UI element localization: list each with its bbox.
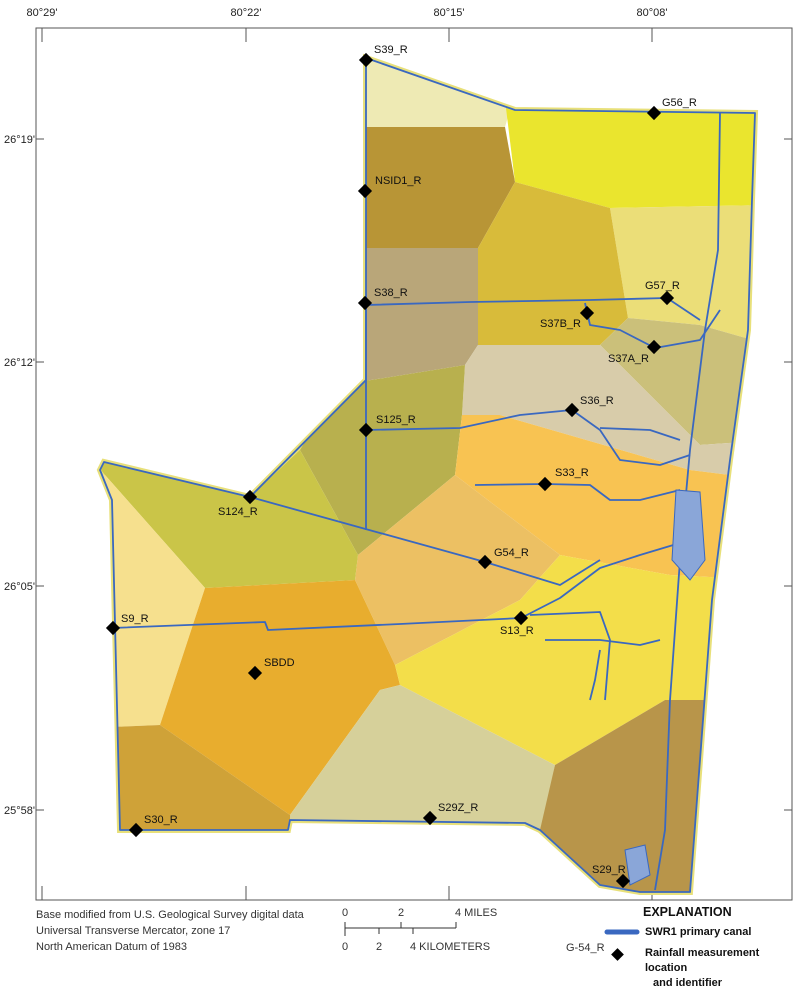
station-s125[interactable]: S125_R (358, 414, 416, 438)
station-s37b[interactable]: S37B_R (540, 305, 595, 330)
region-nsid1 (340, 127, 515, 248)
legend-station-label: Rainfall measurement location and identi… (645, 946, 798, 991)
region-g57 (610, 205, 755, 345)
station-nsid1[interactable]: NSID1_R (357, 175, 422, 199)
region-s29z (288, 685, 555, 840)
station-label: S39_R (374, 44, 408, 56)
explanation-title: EXPLANATION (643, 905, 732, 919)
station-label: S9_R (121, 613, 149, 625)
legend-canal-label: SWR1 primary canal (645, 926, 752, 938)
region-s37a (600, 318, 755, 445)
region-s37b (478, 182, 628, 345)
region-s124 (100, 450, 358, 588)
station-s9[interactable]: S9_R (105, 613, 149, 636)
region-s38 (340, 248, 478, 385)
map-frame (35, 27, 793, 901)
station-label: S33_R (555, 467, 589, 479)
station-label: S29Z_R (438, 802, 478, 814)
scale-miles-0: 0 (342, 907, 348, 919)
station-s39[interactable]: S39_R (358, 44, 408, 68)
credit-line: Universal Transverse Mercator, zone 17 (36, 925, 231, 937)
canal-s125-s36 (365, 409, 691, 466)
legend-station-example: G-54_R (566, 942, 605, 954)
station-label: S124_R (218, 506, 258, 518)
scale-bar: 0 2 4 MILES 0 2 4 KILOMETERS (342, 907, 497, 953)
region-g54 (355, 475, 560, 665)
scale-miles-4: 4 MILES (455, 907, 497, 919)
station-label: S37A_R (608, 353, 649, 365)
latitude-label: 26°12' (4, 357, 35, 369)
latitude-label: 25°58' (4, 805, 35, 817)
latitude-tick-marks (36, 138, 792, 811)
station-s33[interactable]: S33_R (537, 467, 589, 492)
canals (99, 57, 756, 893)
station-label: S30_R (144, 814, 178, 826)
station-label: S38_R (374, 287, 408, 299)
station-label: S37B_R (540, 318, 581, 330)
region-s9 (100, 470, 205, 728)
stations: S39_R G56_R NSID1_R G57_R S38_R S37B_R S… (105, 44, 697, 889)
station-g54[interactable]: G54_R (477, 547, 529, 570)
station-s36[interactable]: S36_R (564, 395, 614, 418)
scale-km-2: 2 (376, 941, 382, 953)
coastal-waterways (624, 489, 706, 886)
scale-miles-2: 2 (398, 907, 404, 919)
legend-station-icon (611, 948, 624, 961)
canal-s13-branch2 (545, 639, 661, 646)
canal-boundary (99, 57, 756, 893)
station-label: NSID1_R (375, 175, 422, 187)
station-label: S29_R (592, 864, 626, 876)
station-g56[interactable]: G56_R (646, 97, 697, 121)
station-label: S36_R (580, 395, 614, 407)
credit-line: Base modified from U.S. Geological Surve… (36, 909, 304, 921)
station-s29z[interactable]: S29Z_R (422, 802, 478, 826)
credit-line: North American Datum of 1983 (36, 941, 188, 953)
canal-s38-g57 (365, 297, 701, 321)
source-credits: Base modified from U.S. Geological Surve… (36, 907, 304, 955)
region-sbdd (160, 580, 400, 815)
canal-s13-branch (529, 611, 611, 701)
region-s39 (340, 58, 530, 127)
station-label: S125_R (376, 414, 416, 426)
region-s36 (462, 345, 755, 480)
station-s30[interactable]: S30_R (128, 814, 178, 838)
region-s125 (300, 365, 465, 555)
canal-s36-branch (599, 427, 681, 441)
station-label: G56_R (662, 97, 697, 109)
station-s29[interactable]: S29_R (592, 864, 631, 889)
scale-km-4: 4 KILOMETERS (410, 941, 490, 953)
latitude-label: 26°05' (4, 581, 35, 593)
station-label: S13_R (500, 625, 534, 637)
legend-station-label-1: Rainfall measurement location (645, 947, 760, 974)
canal-s124-g54 (249, 496, 601, 586)
canal-s13-branch3 (589, 649, 601, 701)
latitude-label: 26°19' (4, 134, 35, 146)
region-s30 (100, 725, 290, 840)
station-label: SBDD (264, 657, 295, 669)
region-g56 (505, 100, 755, 208)
scale-km-0: 0 (342, 941, 348, 953)
station-label: G57_R (645, 280, 680, 292)
longitude-label: 80°15' (434, 7, 465, 19)
longitude-label: 80°22' (231, 7, 262, 19)
station-s124[interactable]: S124_R (218, 489, 258, 518)
station-g57[interactable]: G57_R (645, 280, 680, 306)
canal-s33 (474, 483, 681, 501)
legend-station-label-2: and identifier (653, 977, 723, 989)
longitude-label: 80°08' (637, 7, 668, 19)
station-s37a[interactable]: S37A_R (608, 339, 662, 365)
longitude-label: 80°29' (27, 7, 58, 19)
station-s38[interactable]: S38_R (357, 287, 408, 311)
station-sbdd[interactable]: SBDD (247, 657, 295, 681)
canal-s37 (584, 302, 721, 349)
station-s13[interactable]: S13_R (500, 610, 534, 637)
station-label: G54_R (494, 547, 529, 559)
